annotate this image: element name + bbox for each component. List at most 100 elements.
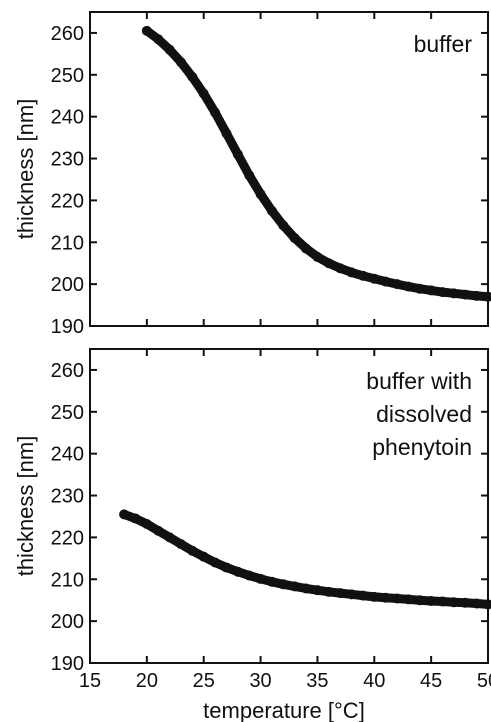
panel-2-data-point [392, 593, 403, 604]
panel-2-data-point [460, 597, 471, 608]
panel-2: 190 200 210 220 230 240 250 260 15 20 25 30 35 40 45 50… [13, 348, 491, 722]
panel-2-y-tick-label: 200 [51, 611, 84, 633]
panel-1-data-point [426, 285, 437, 296]
panel-1-data-point [164, 44, 175, 55]
panel-2-data-point [198, 551, 209, 562]
panel-1-data-point [255, 189, 266, 200]
panel-1-data-point [471, 290, 482, 301]
panel-1-y-axis-label: thickness [nm] [13, 99, 38, 240]
panel-1-data-point [141, 25, 152, 36]
panel-1-data-point [221, 128, 232, 139]
panel-2-annotation-line: dissolved [376, 401, 472, 427]
panel-2-annotation-line: phenytoin [372, 434, 472, 460]
panel-2-data-point [187, 545, 198, 556]
panel-1-data-point [335, 263, 346, 274]
panel-1-y-tick-label: 240 [51, 107, 84, 129]
panel-2-data-point [130, 513, 141, 524]
panel-1-data-point [175, 57, 186, 68]
panel-1-data-point [448, 288, 459, 299]
panel-2-x-tick-label: 50 [477, 670, 491, 692]
panel-2-x-tick-label: 25 [193, 670, 215, 692]
panel-2-data-point [255, 573, 266, 584]
panel-2-data-point [323, 586, 334, 597]
panel-1-data-point [210, 107, 221, 118]
panel-1-y-tick-label: 260 [51, 23, 84, 45]
panel-1-data-point [301, 243, 312, 254]
panel-2-data-point [403, 594, 414, 605]
panel-1-data-point [244, 170, 255, 181]
panel-2-data-point [221, 562, 232, 573]
panel-2-data-point [346, 589, 357, 600]
panel-2-x-axis-label: temperature [°C] [203, 698, 365, 722]
panel-1: 190 200 210 220 230 240 250 260 thickness [nm] bu… [13, 11, 491, 338]
panel-1-y-tick-label: 190 [51, 316, 84, 338]
panel-1-y-tick-label: 250 [51, 65, 84, 87]
panel-2-data-point [357, 590, 368, 601]
panel-1-data-point [266, 205, 277, 216]
panel-2-x-tick-label: 30 [249, 670, 271, 692]
panel-2-data-point [232, 566, 243, 577]
panel-2-data-point [289, 581, 300, 592]
panel-2-data-point [278, 579, 289, 590]
panel-1-data-point [187, 71, 198, 82]
panel-1-data-point [369, 273, 380, 284]
panel-2-x-tick-label: 35 [306, 670, 328, 692]
panel-2-data-point [380, 592, 391, 603]
panel-1-data-point [414, 283, 425, 294]
panel-2-data-point [369, 591, 380, 602]
panel-2-data-point [175, 539, 186, 550]
panel-2-y-tick-label: 190 [51, 653, 84, 675]
panel-1-data-point [323, 258, 334, 269]
panel-2-data-point [266, 576, 277, 587]
panel-2-data-point [210, 557, 221, 568]
panel-2-y-tick-label: 260 [51, 360, 84, 382]
panel-1-data-point [357, 270, 368, 281]
panel-1-y-tick-label: 220 [51, 190, 84, 212]
panel-2-x-tick-label: 15 [79, 670, 101, 692]
panel-2-data-point [164, 532, 175, 543]
panel-2-data-point [437, 596, 448, 607]
panel-2-y-tick-label: 250 [51, 402, 84, 424]
panel-1-data-point [483, 291, 491, 302]
panel-1-data-point [460, 289, 471, 300]
panel-2-data-point [312, 585, 323, 596]
panel-1-data-point [278, 220, 289, 231]
panel-1-data-point [346, 267, 357, 278]
panel-2-data-point [483, 599, 491, 610]
panel-2-y-axis-label: thickness [nm] [13, 436, 38, 577]
panel-2-x-tick-label: 45 [420, 670, 442, 692]
panel-1-annotation-line: buffer [414, 31, 473, 57]
panel-2-data-point [414, 595, 425, 606]
panel-2-frame [89, 348, 489, 664]
panel-2-x-tick-label: 20 [136, 670, 158, 692]
panel-1-data-point [392, 279, 403, 290]
panel-2-y-tick-label: 220 [51, 527, 84, 549]
panel-1-y-tick-label: 200 [51, 274, 84, 296]
panel-1-data-point [289, 233, 300, 244]
panel-2-data-point [471, 598, 482, 609]
panel-1-frame [89, 11, 489, 327]
panel-2-data-point [244, 570, 255, 581]
panel-1-y-tick-label: 230 [51, 149, 84, 171]
panel-1-data-point [380, 276, 391, 287]
panel-2-x-tick-label: 40 [363, 670, 385, 692]
panel-2-data-point [301, 583, 312, 594]
panel-2-y-tick-label: 230 [51, 486, 84, 508]
panel-1-data-point [437, 287, 448, 298]
panel-2-data-point [119, 509, 130, 520]
panel-2-data-point [153, 525, 164, 536]
panel-2-y-tick-label: 240 [51, 444, 84, 466]
panel-2-data-point [426, 596, 437, 607]
panel-2-y-tick-label: 210 [51, 569, 84, 591]
panel-1-y-tick-label: 210 [51, 232, 84, 254]
panel-1-data-point [312, 251, 323, 262]
panel-2-data-point [448, 597, 459, 608]
panel-2-data-point [141, 519, 152, 530]
panel-1-data-point [198, 88, 209, 99]
panel-2-annotation-line: buffer with [366, 368, 472, 394]
panel-1-data-point [153, 34, 164, 45]
panel-1-data-point [232, 149, 243, 160]
panel-2-data-point [335, 588, 346, 599]
panel-1-data-point [403, 281, 414, 292]
